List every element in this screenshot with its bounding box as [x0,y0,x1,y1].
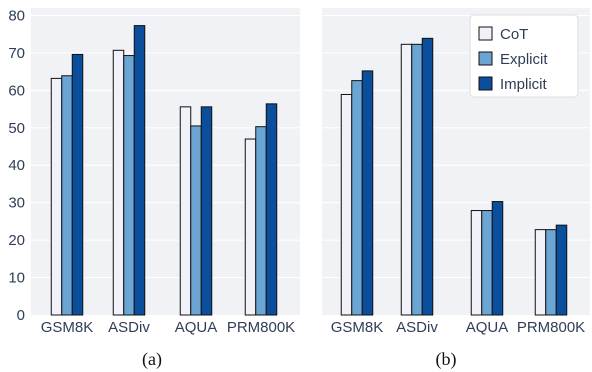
bar-implicit-asdiv [133,25,146,316]
bar-cot-asdiv [112,49,125,316]
legend-label-cot: CoT [500,26,528,43]
bar-implicit-aqua [491,201,504,316]
y-tick-label: 0 [17,307,25,324]
bar-cot-prm800k [534,229,547,316]
legend-label-implicit: Implicit [500,76,548,93]
legend-swatch-explicit [478,51,493,66]
bar-implicit-prm800k [265,103,278,316]
bar-explicit-asdiv [123,55,135,316]
bar-cot-gsm8k [340,93,353,316]
y-tick-label: 60 [8,82,25,99]
bar-cot-prm800k [244,138,257,316]
legend-swatch-cot [478,26,493,41]
y-tick-label: 20 [8,232,25,249]
y-tick-label: 70 [8,45,25,62]
y-tick-label: 30 [8,195,25,212]
x-tick-label: PRM800K [227,319,295,336]
x-tick-label: PRM800K [517,319,585,336]
bar-implicit-asdiv [421,37,434,316]
bar-cot-aqua [470,210,483,316]
x-tick-label: AQUA [175,319,218,336]
bar-explicit-aqua [190,125,202,316]
bar-cot-gsm8k [50,77,63,316]
panel-label: (b) [436,349,457,370]
bar-explicit-gsm8k [61,75,73,316]
bar-explicit-prm800k [545,229,557,316]
panel-b: GSM8K ASDiv AQUA PRM800K (b) CoT Explicit Impli… [322,8,590,370]
y-tick-label: 80 [8,7,25,24]
bar-explicit-prm800k [255,126,267,316]
legend: CoT Explicit Implicit [469,14,579,98]
y-tick-label: 50 [8,120,25,137]
bar-implicit-prm800k [555,224,568,316]
x-tick-label: GSM8K [331,319,384,336]
x-tick-label: GSM8K [41,319,94,336]
panel-label: (a) [142,349,162,370]
legend-swatch-implicit [478,76,493,91]
x-tick-label: ASDiv [108,319,150,336]
bar-explicit-aqua [481,210,493,316]
bar-explicit-gsm8k [351,80,363,316]
legend-box [469,14,579,98]
bar-implicit-gsm8k [71,53,84,316]
bar-implicit-gsm8k [361,70,374,316]
y-tick-label: 10 [8,270,25,287]
y-tick-label: 40 [8,157,25,174]
bar-implicit-aqua [200,106,213,316]
bar-cot-asdiv [400,43,413,316]
bar-cot-aqua [179,106,192,316]
bar-explicit-asdiv [411,43,423,316]
legend-label-explicit: Explicit [500,51,548,68]
x-tick-label: ASDiv [396,319,438,336]
x-tick-label: AQUA [466,319,509,336]
panel-a: 0 10 20 30 40 50 60 70 80 GSM8K ASDiv AQUA PRM800K (a… [8,7,300,370]
